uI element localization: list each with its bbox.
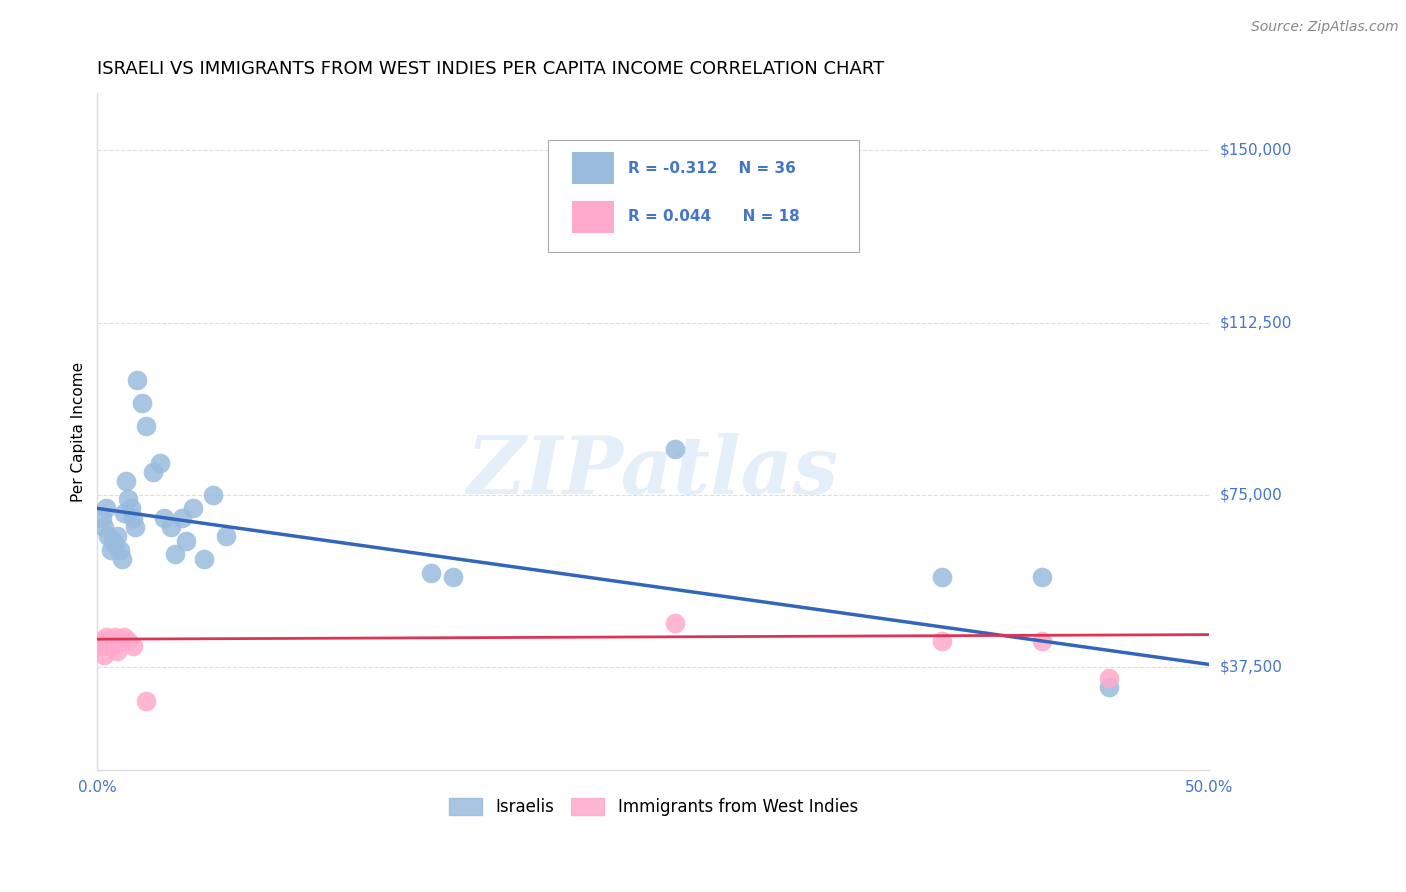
FancyBboxPatch shape (572, 152, 614, 185)
Point (112, 506, 135, 520)
Point (115, 474, 138, 488)
Point (90, 510, 112, 524)
Point (89, 634, 111, 648)
Point (201, 488, 224, 502)
Point (135, 418, 157, 433)
Point (105, 529, 128, 543)
Point (1098, 681, 1121, 695)
Text: R = -0.312    N = 36: R = -0.312 N = 36 (627, 161, 796, 176)
Text: $112,500: $112,500 (1220, 315, 1292, 330)
Point (131, 396, 153, 410)
Point (101, 533, 124, 548)
Point (1098, 671, 1121, 685)
Point (931, 634, 953, 648)
Point (181, 501, 204, 516)
Point (101, 639, 124, 653)
Point (441, 570, 464, 584)
Point (100, 542, 122, 557)
FancyBboxPatch shape (572, 201, 614, 233)
Point (142, 465, 165, 479)
Point (108, 542, 131, 557)
Point (97, 634, 120, 648)
Text: R = 0.044      N = 18: R = 0.044 N = 18 (627, 210, 800, 225)
Text: $75,000: $75,000 (1220, 487, 1282, 502)
Point (127, 373, 149, 387)
Point (159, 520, 181, 534)
Text: ZIPatlas: ZIPatlas (467, 434, 839, 511)
Point (120, 501, 142, 516)
Point (112, 630, 135, 644)
Point (165, 547, 187, 561)
Legend: Israelis, Immigrants from West Indies: Israelis, Immigrants from West Indies (441, 791, 865, 822)
Point (1031, 570, 1053, 584)
Text: Source: ZipAtlas.com: Source: ZipAtlas.com (1251, 20, 1399, 34)
Point (931, 570, 953, 584)
Text: $150,000: $150,000 (1220, 143, 1292, 158)
Point (90, 639, 112, 653)
Point (124, 520, 146, 534)
Point (117, 634, 139, 648)
Point (122, 639, 145, 653)
FancyBboxPatch shape (547, 140, 859, 252)
Point (153, 510, 176, 524)
Point (93, 520, 115, 534)
Point (664, 442, 686, 456)
Point (100, 639, 122, 653)
Point (108, 634, 131, 648)
Point (664, 616, 686, 631)
Point (111, 552, 134, 566)
Point (93, 648, 115, 663)
Point (419, 566, 441, 580)
Text: ISRAELI VS IMMIGRANTS FROM WEST INDIES PER CAPITA INCOME CORRELATION CHART: ISRAELI VS IMMIGRANTS FROM WEST INDIES P… (97, 60, 884, 78)
Point (105, 643, 128, 657)
Point (104, 538, 127, 552)
Point (1031, 634, 1053, 648)
Point (170, 510, 193, 524)
Point (149, 455, 172, 469)
Point (104, 630, 127, 644)
Text: $37,500: $37,500 (1220, 659, 1284, 674)
Y-axis label: Per Capita Income: Per Capita Income (72, 361, 86, 501)
Point (193, 552, 215, 566)
Point (96, 630, 118, 644)
Point (117, 492, 139, 507)
Point (122, 510, 145, 524)
Point (174, 533, 197, 548)
Point (96, 501, 118, 516)
Point (97, 529, 120, 543)
Point (215, 529, 238, 543)
Point (135, 694, 157, 708)
